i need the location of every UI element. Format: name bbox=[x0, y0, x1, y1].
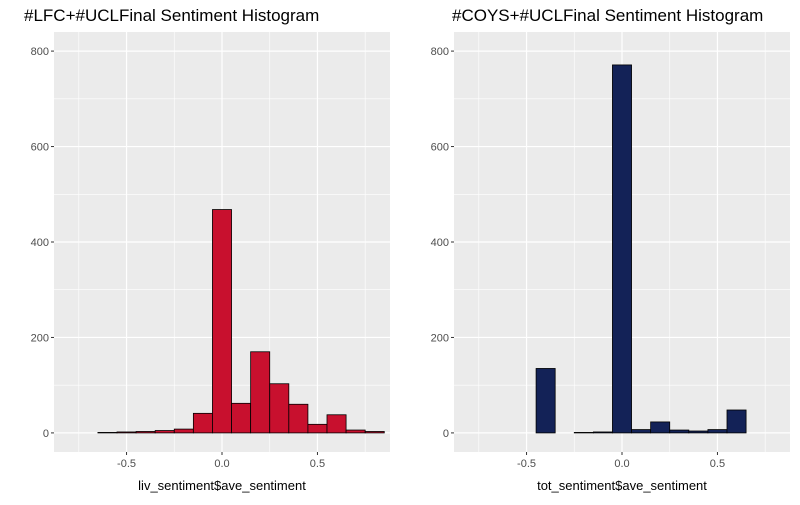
x-axis-label: tot_sentiment$ave_sentiment bbox=[537, 478, 707, 493]
y-tick-label: 200 bbox=[31, 332, 49, 344]
x-tick-label: -0.5 bbox=[517, 458, 536, 470]
histogram-bar bbox=[708, 430, 727, 433]
histogram-bar bbox=[155, 431, 174, 433]
liverpool-histogram-panel: 0 200 400 600 800 -0.5 0.0 0.5 #LFC+#UCLFinal Se… bbox=[24, 6, 390, 493]
x-tick-label: 0.5 bbox=[310, 458, 325, 470]
histogram-bar bbox=[251, 352, 270, 433]
tottenham-histogram-panel: 0 200 400 600 800 -0.5 0.0 0.5 #COYS+#UCLFinal S… bbox=[431, 6, 790, 493]
y-tick-label: 800 bbox=[31, 46, 49, 58]
x-tick-label: 0.5 bbox=[710, 458, 725, 470]
chart-title: #LFC+#UCLFinal Sentiment Histogram bbox=[24, 6, 319, 25]
histogram-bar bbox=[174, 429, 193, 433]
histogram-bar bbox=[612, 65, 631, 433]
x-axis-label: liv_sentiment$ave_sentiment bbox=[138, 478, 306, 493]
histogram-bar bbox=[632, 430, 651, 433]
x-tick-label: 0.0 bbox=[614, 458, 629, 470]
y-tick-label: 400 bbox=[31, 237, 49, 249]
histogram-bar bbox=[536, 368, 555, 432]
chart-title: #COYS+#UCLFinal Sentiment Histogram bbox=[452, 6, 763, 25]
histogram-bar bbox=[593, 432, 612, 433]
histogram-bar bbox=[289, 404, 308, 433]
histogram-bar bbox=[232, 403, 251, 433]
histogram-bar bbox=[308, 424, 327, 433]
histogram-bar bbox=[136, 431, 155, 432]
x-tick-label: -0.5 bbox=[117, 458, 136, 470]
histogram-bar bbox=[212, 210, 231, 433]
histogram-bar bbox=[193, 413, 212, 433]
histogram-bar bbox=[327, 415, 346, 433]
y-tick-label: 0 bbox=[443, 428, 449, 440]
histogram-bar bbox=[117, 432, 136, 433]
histogram-bar bbox=[651, 422, 670, 433]
y-tick-label: 600 bbox=[31, 142, 49, 154]
histogram-bar bbox=[270, 384, 289, 433]
y-tick-label: 200 bbox=[431, 332, 449, 344]
histogram-bar bbox=[689, 431, 708, 433]
y-tick-label: 600 bbox=[431, 142, 449, 154]
histogram-bar bbox=[365, 431, 384, 432]
x-tick-label: 0.0 bbox=[214, 458, 229, 470]
histogram-bar bbox=[346, 430, 365, 433]
y-tick-label: 400 bbox=[431, 237, 449, 249]
histogram-bar bbox=[727, 410, 746, 433]
y-tick-label: 800 bbox=[431, 46, 449, 58]
y-tick-label: 0 bbox=[43, 428, 49, 440]
histogram-bar bbox=[670, 430, 689, 433]
